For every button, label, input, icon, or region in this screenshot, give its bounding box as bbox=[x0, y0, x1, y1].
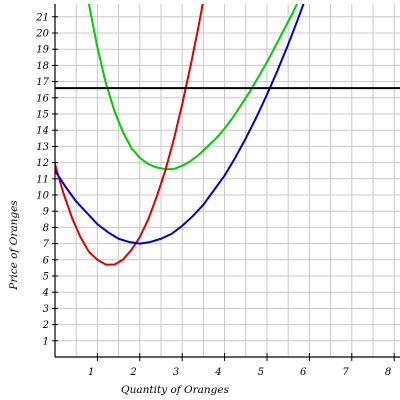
y-tick-label: 1 bbox=[43, 336, 49, 347]
y-tick-label: 19 bbox=[36, 45, 49, 56]
y-axis-title: Price of Oranges bbox=[8, 200, 20, 291]
curves bbox=[55, 4, 400, 266]
y-tick-label: 6 bbox=[43, 255, 50, 266]
x-axis-title: Quantity of Oranges bbox=[121, 384, 230, 396]
y-tick-label: 9 bbox=[43, 207, 50, 218]
y-tick-label: 14 bbox=[36, 126, 49, 137]
y-tick-label: 5 bbox=[43, 272, 49, 283]
x-tick-label: 3 bbox=[173, 367, 179, 378]
axes bbox=[54, 4, 400, 358]
y-tick-label: 2 bbox=[42, 320, 49, 331]
y-tick-label: 17 bbox=[36, 77, 49, 88]
series-line-1 bbox=[87, 4, 299, 171]
y-tick-label: 8 bbox=[43, 223, 49, 234]
y-tick-label: 4 bbox=[42, 288, 49, 299]
y-tick-label: 10 bbox=[36, 191, 49, 202]
y-tick-label: 16 bbox=[36, 93, 49, 104]
x-tick-label: 1 bbox=[88, 367, 94, 378]
series-line-2 bbox=[55, 4, 204, 266]
x-tick-label: 7 bbox=[342, 367, 349, 378]
x-tick-label: 8 bbox=[385, 367, 391, 378]
y-tick-label: 3 bbox=[43, 304, 49, 315]
y-tick-label: 13 bbox=[36, 142, 49, 153]
grid bbox=[55, 4, 400, 357]
y-tick-label: 11 bbox=[36, 174, 49, 185]
y-tick-label: 21 bbox=[35, 12, 49, 23]
x-tick-label: 5 bbox=[258, 367, 264, 378]
y-tick-label: 18 bbox=[36, 61, 49, 72]
y-tick-label: 12 bbox=[36, 158, 49, 169]
x-tick-label: 6 bbox=[300, 367, 307, 378]
x-tick-label: 2 bbox=[129, 367, 136, 378]
series-line-3 bbox=[55, 4, 305, 245]
y-tick-label: 7 bbox=[43, 239, 50, 250]
y-tick-label: 20 bbox=[35, 29, 49, 40]
y-tick-label: 15 bbox=[36, 110, 49, 121]
x-tick-label: 4 bbox=[214, 367, 221, 378]
tick-marks bbox=[52, 16, 395, 361]
